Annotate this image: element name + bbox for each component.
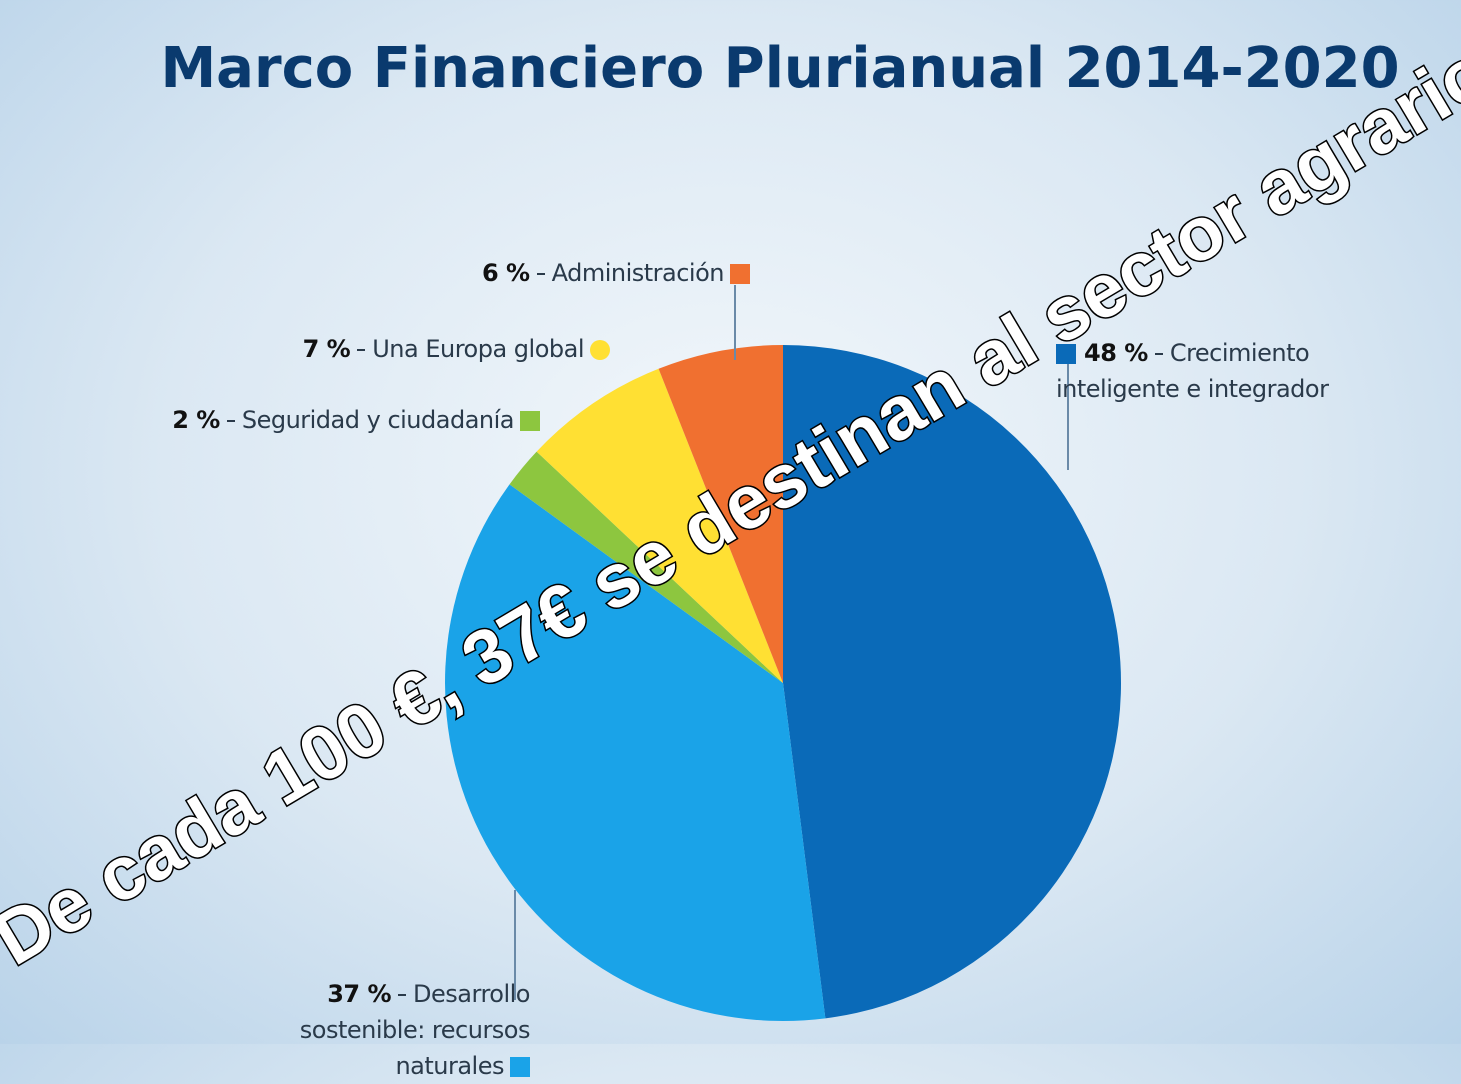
legend-swatch	[730, 264, 750, 284]
chart: Marco Financiero Plurianual 2014-2020	[160, 36, 1400, 1021]
legend-swatch	[510, 1057, 530, 1077]
data-label: 48 %	[1084, 339, 1148, 367]
data-label: 37 %	[327, 980, 392, 1008]
separator	[357, 349, 366, 351]
legend-label: Administración	[551, 259, 725, 287]
legend-entry: 6 % Administración	[300, 255, 750, 291]
pie-slice	[445, 484, 826, 1021]
separator	[226, 420, 235, 422]
legend-entry: 37 % Desarrollo sostenible: recursos natu…	[230, 976, 531, 1084]
legend-label: Una Europa global	[372, 335, 584, 363]
separator	[1154, 353, 1163, 355]
legend-swatch	[590, 340, 610, 360]
legend-label: Crecimiento inteligente e integrador	[1056, 339, 1329, 403]
pie-slice	[536, 368, 783, 683]
legend-entry: 48 % Crecimiento inteligente e integrador	[1056, 335, 1396, 407]
legend-swatch	[520, 411, 540, 431]
separator	[398, 994, 407, 996]
pie	[445, 345, 1122, 1021]
data-label: 6 %	[481, 259, 530, 287]
legend-swatch	[1056, 344, 1076, 364]
legend-label: Seguridad y ciudadanía	[241, 406, 515, 434]
pie-slice	[509, 451, 783, 683]
legend-entry: 7 % Una Europa global	[150, 331, 610, 367]
data-label: 7 %	[302, 335, 351, 363]
separator	[536, 273, 545, 275]
leader-lines	[514, 285, 1069, 1000]
data-label: 2 %	[172, 406, 220, 434]
pie-slice	[658, 345, 783, 683]
pie-slice	[783, 345, 1122, 1019]
legend-entry: 2 % Seguridad y ciudadanía	[60, 402, 540, 438]
chart-title: Marco Financiero Plurianual 2014-2020	[160, 36, 1399, 101]
